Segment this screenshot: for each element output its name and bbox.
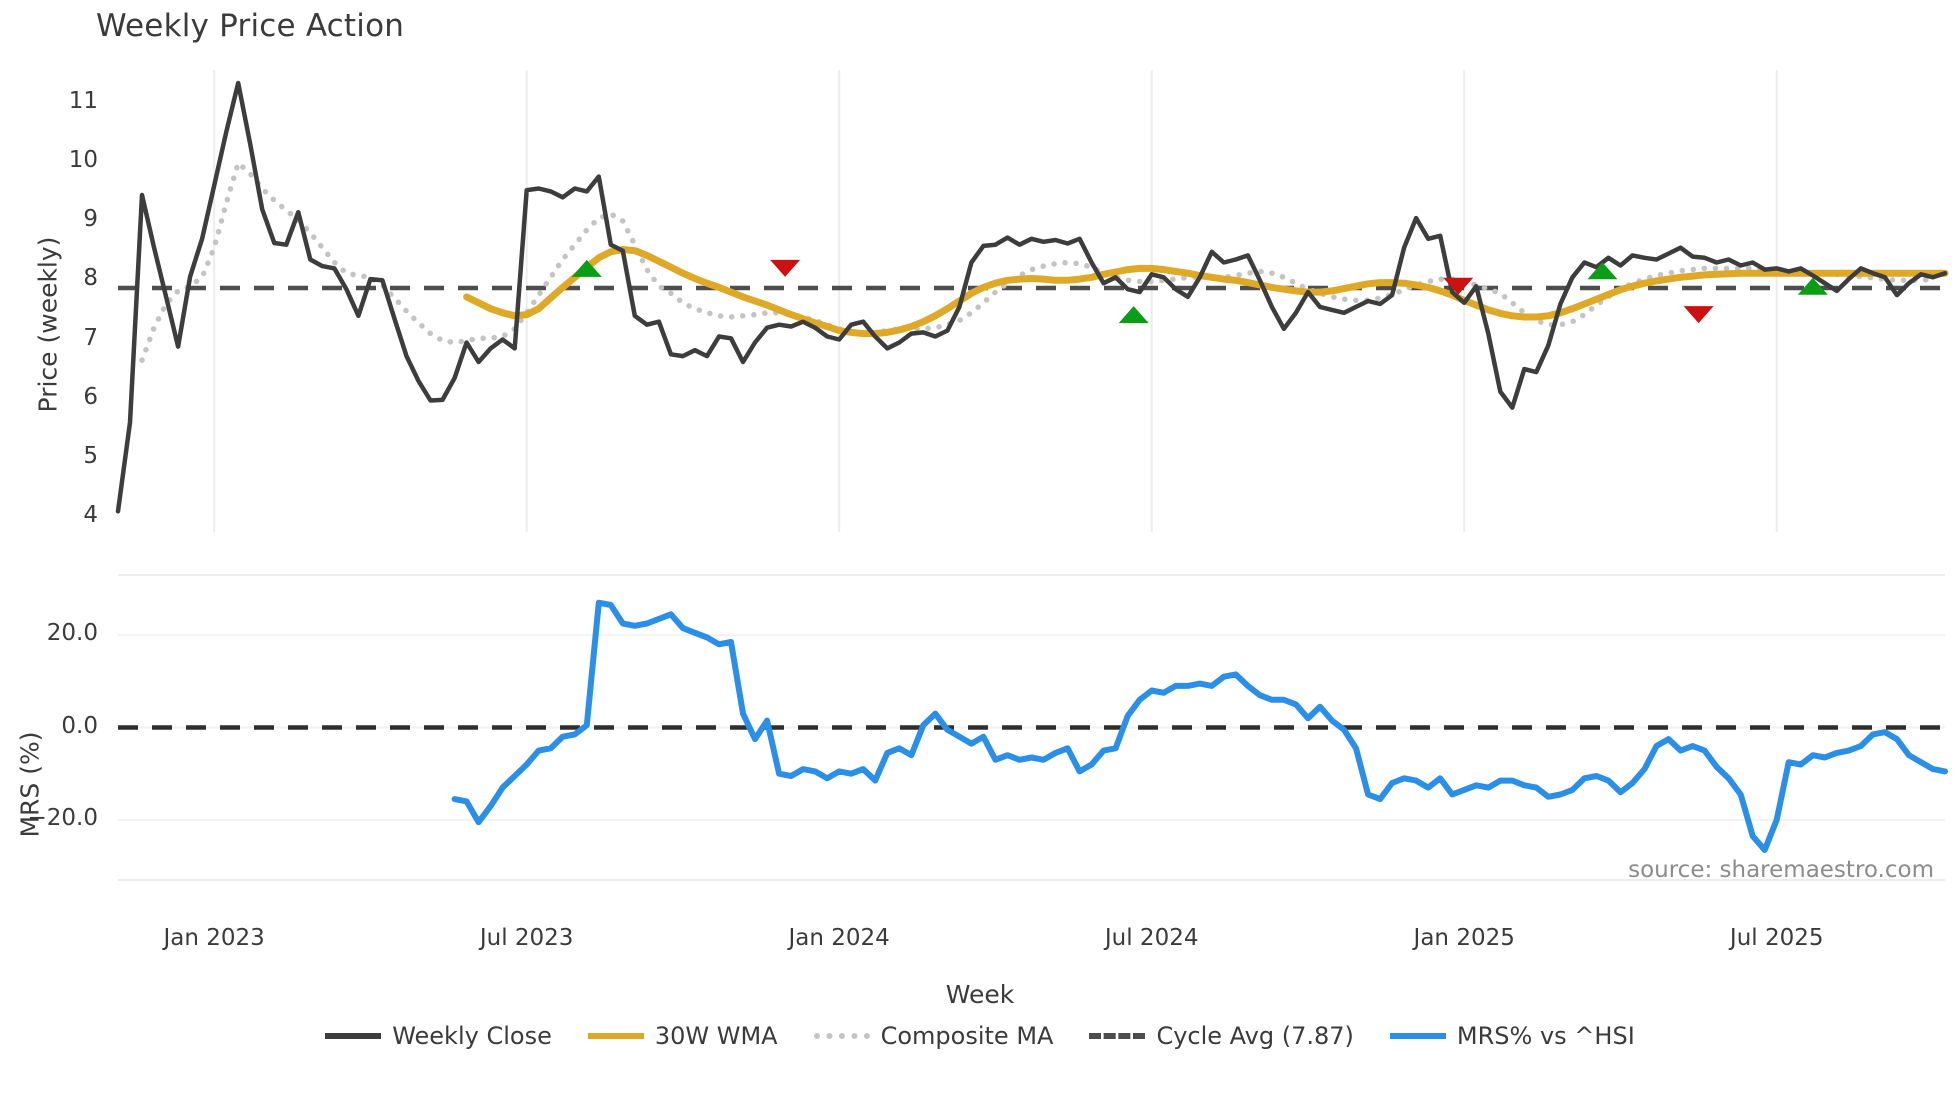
legend-label-2: Composite MA xyxy=(880,1022,1054,1050)
price-y-tick-3: 8 xyxy=(83,265,98,292)
price-y-tick-0: 11 xyxy=(68,87,98,114)
price-y-tick-5: 6 xyxy=(83,383,98,410)
sell-signal-marker-3 xyxy=(1443,277,1474,295)
legend-item-mrs-vs-hsi[interactable]: MRS% vs ^HSI xyxy=(1389,1022,1635,1050)
x-tick-1: Jul 2023 xyxy=(479,925,574,951)
price-y-tick-1: 10 xyxy=(68,146,98,173)
x-axis-label: Week xyxy=(945,980,1015,1009)
sell-signal-marker-5 xyxy=(1683,306,1714,324)
series-30w-wma xyxy=(463,246,1949,338)
buy-signal-marker-6 xyxy=(1797,277,1828,295)
x-tick-2: Jan 2024 xyxy=(788,925,890,951)
source-watermark: source: sharemaestro.com xyxy=(1628,857,1934,883)
price-y-tick-2: 9 xyxy=(83,206,98,233)
x-tick-4: Jan 2025 xyxy=(1413,925,1515,951)
price-y-tick-6: 5 xyxy=(83,442,98,469)
x-tick-3: Jul 2024 xyxy=(1104,925,1199,951)
price-y-tick-4: 7 xyxy=(83,324,98,351)
series-composite-ma xyxy=(139,160,1936,363)
buy-signal-marker-0 xyxy=(571,259,602,277)
legend-item-composite-ma[interactable]: Composite MA xyxy=(813,1022,1054,1050)
mrs-y-tick-1: 0.0 xyxy=(61,712,98,739)
x-tick-5: Jul 2025 xyxy=(1729,925,1824,951)
mrs-y-tick-2: −20.0 xyxy=(27,804,98,831)
buy-signal-marker-4 xyxy=(1587,262,1618,280)
legend-item-30w-wma[interactable]: 30W WMA xyxy=(587,1022,778,1050)
mrs-y-tick-0: 20.0 xyxy=(46,620,98,647)
x-tick-0: Jan 2023 xyxy=(163,925,265,951)
legend-swatch-1 xyxy=(587,1033,644,1039)
series-mrs-pct xyxy=(451,599,1948,853)
sell-signal-marker-1 xyxy=(770,259,801,277)
price-y-tick-7: 4 xyxy=(83,502,98,529)
legend-swatch-3 xyxy=(1089,1033,1146,1039)
legend-swatch-0 xyxy=(325,1033,382,1039)
series-weekly-close xyxy=(115,80,1948,514)
legend-label-3: Cycle Avg (7.87) xyxy=(1156,1022,1354,1050)
legend-swatch-2 xyxy=(813,1033,870,1039)
legend-swatch-4 xyxy=(1389,1033,1446,1039)
legend-item-weekly-close[interactable]: Weekly Close xyxy=(325,1022,552,1050)
page-title: Weekly Price Action xyxy=(96,8,405,44)
chart-legend: Weekly Close 30W WMA Composite MA Cycle Avg… xyxy=(0,1022,1960,1050)
legend-label-1: 30W WMA xyxy=(654,1022,778,1050)
buy-signal-marker-2 xyxy=(1118,306,1149,324)
legend-item-cycle-avg-7-87[interactable]: Cycle Avg (7.87) xyxy=(1089,1022,1354,1050)
legend-label-4: MRS% vs ^HSI xyxy=(1456,1022,1635,1050)
legend-label-0: Weekly Close xyxy=(392,1022,552,1050)
